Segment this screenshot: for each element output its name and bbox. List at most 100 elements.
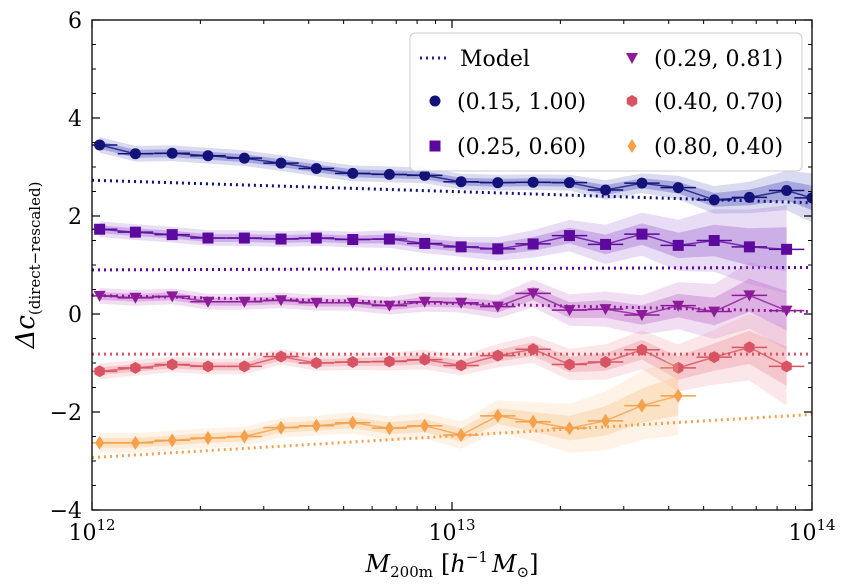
series-2-point-6 — [310, 297, 323, 309]
series-2-point-5 — [275, 295, 287, 307]
series-3-point-1 — [130, 361, 141, 374]
series-3-point-6 — [311, 357, 322, 369]
series-0-band-1 — [99, 141, 812, 211]
series-4-point-10 — [456, 428, 466, 442]
series-0-point-18 — [743, 191, 755, 203]
series-2-point-1 — [129, 292, 142, 304]
series-0-point-3 — [202, 150, 214, 162]
series-0-point-7 — [347, 167, 359, 179]
series-3-point-7 — [347, 356, 358, 368]
legend: Model (0.15, 1.00) (0.25, 0.60) (0.29, 0.8… — [409, 32, 803, 172]
series-4-point-7 — [348, 415, 358, 430]
series-0-point-20 — [806, 192, 812, 204]
series-0-point-16 — [672, 182, 684, 194]
legend-marker-3 — [626, 95, 638, 107]
series-1-point-13 — [563, 230, 575, 242]
series-2-point-10 — [455, 297, 468, 309]
series-0-model-line — [92, 178, 812, 205]
series-2 — [92, 262, 812, 350]
series-4-point-16 — [673, 388, 683, 403]
series-0-point-19 — [781, 185, 793, 197]
series-3 — [92, 314, 812, 406]
series-2-point-16 — [672, 300, 685, 312]
series-3-point-9 — [419, 353, 430, 366]
series-0-point-1 — [129, 148, 141, 160]
series-3-point-0 — [94, 365, 105, 378]
series-2-band-0 — [99, 262, 787, 350]
series-2-point-11 — [491, 301, 504, 313]
series-3-point-19 — [781, 360, 792, 373]
legend-marker-4 — [627, 139, 637, 153]
x-tick-label-base-2: 10 — [788, 521, 816, 546]
series-1-point-5 — [275, 233, 287, 245]
x-tick-label-base-1: 10 — [428, 521, 456, 546]
series-2-point-15 — [635, 310, 648, 321]
y-tick-label-1: −2 — [50, 401, 82, 426]
legend-label-4: (0.80, 0.40) — [654, 135, 783, 160]
legend-marker-1 — [429, 140, 441, 152]
x-tick-label-1: 1013 — [428, 516, 475, 546]
series-3-point-3 — [202, 360, 214, 373]
series-1-point-6 — [310, 232, 322, 244]
series-1-point-4 — [238, 232, 250, 244]
series-0-point-14 — [600, 184, 612, 196]
series-1-point-2 — [166, 229, 178, 241]
series-4-point-13 — [565, 421, 574, 436]
series-0 — [92, 137, 812, 223]
series-2-band-1 — [99, 278, 787, 331]
x-tick-label-exp-2: 14 — [816, 516, 835, 534]
series-4-band-1 — [99, 376, 679, 448]
series-3-point-8 — [384, 355, 395, 368]
series-0-point-5 — [275, 157, 287, 169]
x-tick-label-exp-0: 12 — [96, 516, 115, 534]
series-4-point-3 — [203, 431, 213, 445]
series-2-point-0 — [93, 290, 106, 302]
series-2-point-19 — [780, 305, 793, 317]
series-2-point-3 — [202, 296, 214, 308]
series-0-point-13 — [563, 177, 575, 189]
series-0-point-15 — [636, 177, 648, 189]
series-0-point-10 — [455, 176, 467, 188]
series-0-point-6 — [310, 162, 322, 174]
series-1-point-8 — [383, 233, 395, 245]
x-tick-label-0: 1012 — [68, 516, 115, 546]
series-2-point-12 — [527, 288, 540, 300]
series-4-band-0 — [99, 356, 679, 453]
y-tick-label-3: 2 — [68, 205, 82, 230]
series-1-point-17 — [708, 235, 720, 246]
x-tick-label-exp-1: 13 — [456, 516, 475, 534]
series-4-point-4 — [239, 429, 249, 444]
series-4-point-9 — [420, 418, 430, 433]
series-0-point-2 — [166, 147, 178, 159]
series-2-point-7 — [346, 297, 359, 309]
series-3-point-2 — [167, 358, 178, 371]
series-3-point-18 — [744, 341, 755, 354]
legend-marker-0 — [429, 95, 441, 107]
series-2-point-17 — [708, 306, 721, 318]
series-4-point-6 — [311, 418, 321, 433]
series-2-point-13 — [563, 305, 576, 317]
series-0-point-9 — [419, 169, 431, 181]
series-0-point-8 — [383, 168, 395, 180]
y-axis-label: Δc(direct−rescaled) — [11, 182, 44, 350]
x-axis-label: M200m [h−1 M⊙] — [365, 548, 539, 581]
series-1-band-0 — [99, 205, 787, 294]
series-0-point-0 — [94, 139, 106, 151]
series-1-point-14 — [600, 238, 612, 250]
x-tick-label-2: 1014 — [788, 516, 835, 546]
series-4-point-1 — [130, 435, 140, 450]
series-1-band-1 — [99, 223, 787, 272]
series-0-point-12 — [527, 176, 539, 188]
series-1 — [92, 205, 812, 294]
y-tick-label-4: 4 — [68, 107, 82, 132]
series-3-point-11 — [492, 349, 503, 362]
series-3-point-14 — [600, 356, 611, 368]
series-2-point-18 — [743, 290, 756, 302]
series-0-point-11 — [492, 177, 504, 189]
y-tick-label-2: 0 — [68, 303, 82, 328]
series-1-point-1 — [129, 226, 141, 238]
series-1-model-line — [92, 265, 812, 272]
series-4-point-12 — [528, 414, 538, 429]
legend-label-3: (0.40, 0.70) — [654, 90, 783, 115]
